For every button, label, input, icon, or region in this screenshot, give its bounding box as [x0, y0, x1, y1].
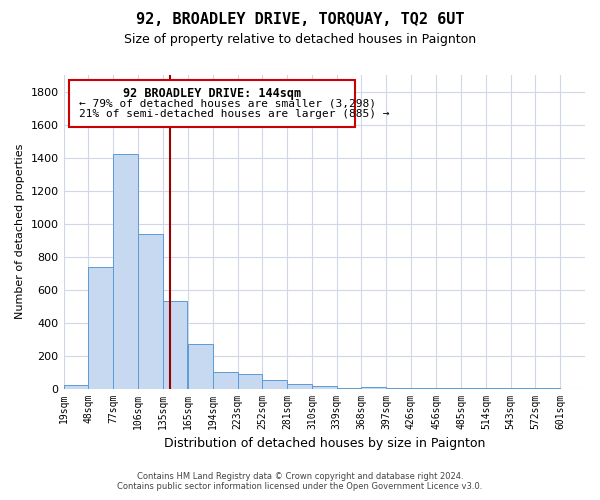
Bar	[163, 301, 187, 388]
Bar	[64, 386, 88, 388]
Bar	[238, 374, 262, 388]
Text: 92, BROADLEY DRIVE, TORQUAY, TQ2 6UT: 92, BROADLEY DRIVE, TORQUAY, TQ2 6UT	[136, 12, 464, 28]
Bar	[213, 372, 238, 388]
Bar	[113, 154, 138, 388]
Bar	[188, 344, 213, 389]
Text: 92 BROADLEY DRIVE: 144sqm: 92 BROADLEY DRIVE: 144sqm	[122, 88, 301, 101]
X-axis label: Distribution of detached houses by size in Paignton: Distribution of detached houses by size …	[164, 437, 485, 450]
Text: 21% of semi-detached houses are larger (885) →: 21% of semi-detached houses are larger (…	[79, 109, 389, 119]
Text: Size of property relative to detached houses in Paignton: Size of property relative to detached ho…	[124, 32, 476, 46]
Bar	[361, 387, 386, 388]
FancyBboxPatch shape	[68, 80, 355, 127]
Bar	[138, 234, 163, 388]
Bar	[287, 384, 312, 388]
Bar	[88, 268, 113, 388]
Y-axis label: Number of detached properties: Number of detached properties	[15, 144, 25, 320]
Bar	[312, 386, 337, 388]
Bar	[262, 380, 287, 388]
Text: ← 79% of detached houses are smaller (3,298): ← 79% of detached houses are smaller (3,…	[79, 98, 376, 108]
Text: Contains HM Land Registry data © Crown copyright and database right 2024.
Contai: Contains HM Land Registry data © Crown c…	[118, 472, 482, 491]
